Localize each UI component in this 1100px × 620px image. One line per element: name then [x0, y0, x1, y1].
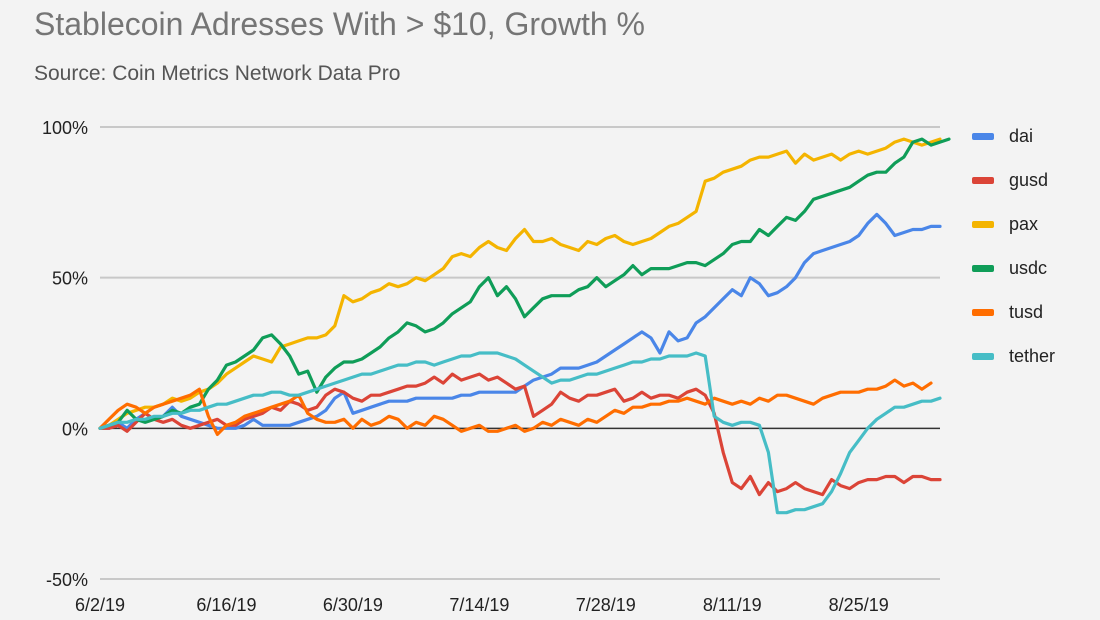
gridlines	[100, 126, 940, 580]
legend-item-tether: tether	[972, 334, 1055, 378]
legend-label: gusd	[1009, 169, 1049, 190]
x-tick-label: 7/28/19	[576, 595, 636, 615]
legend-item-gusd: gusd	[972, 158, 1055, 202]
series-lines	[98, 137, 951, 515]
x-axis-ticks: 6/2/19 6/16/19 6/30/19 7/14/19 7/28/19 8/11/1…	[75, 595, 889, 615]
x-tick-label: 7/14/19	[449, 595, 509, 615]
legend-item-dai: dai	[972, 114, 1055, 158]
legend-item-pax: pax	[972, 202, 1055, 246]
series-line-dai	[98, 212, 942, 430]
x-tick-label: 8/25/19	[829, 595, 889, 615]
x-tick-label: 6/30/19	[323, 595, 383, 615]
y-tick-label: -50%	[46, 570, 88, 590]
series-line-gusd	[98, 372, 942, 497]
legend: dai gusd pax usdc tusd tether	[972, 114, 1055, 378]
legend-label: usdc	[1009, 257, 1048, 278]
series-line-usdc	[98, 137, 951, 430]
x-tick-label: 8/11/19	[703, 595, 762, 615]
legend-swatch	[972, 220, 994, 228]
series-line-tether	[98, 351, 942, 515]
y-tick-label: 100%	[42, 118, 88, 138]
legend-swatch	[972, 308, 994, 316]
series-line-pax	[98, 137, 942, 430]
legend-item-usdc: usdc	[972, 246, 1055, 290]
chart-subtitle: Source: Coin Metrics Network Data Pro	[34, 62, 401, 85]
y-axis-ticks: 100% 50% 0% -50%	[42, 118, 88, 590]
legend-swatch	[972, 352, 994, 360]
legend-label: pax	[1009, 213, 1039, 234]
x-tick-label: 6/2/19	[75, 595, 125, 615]
legend-swatch	[972, 264, 994, 272]
legend-item-tusd: tusd	[972, 290, 1055, 334]
legend-label: tusd	[1009, 301, 1044, 322]
y-tick-label: 50%	[52, 269, 88, 289]
y-tick-label: 0%	[62, 419, 88, 439]
legend-label: tether	[1009, 345, 1056, 366]
chart-title: Stablecoin Adresses With > $10, Growth %	[34, 6, 645, 42]
series-line-tusd	[98, 378, 933, 436]
legend-swatch	[972, 176, 994, 184]
legend-label: dai	[1009, 125, 1034, 146]
x-tick-label: 6/16/19	[196, 595, 256, 615]
legend-swatch	[972, 132, 994, 140]
